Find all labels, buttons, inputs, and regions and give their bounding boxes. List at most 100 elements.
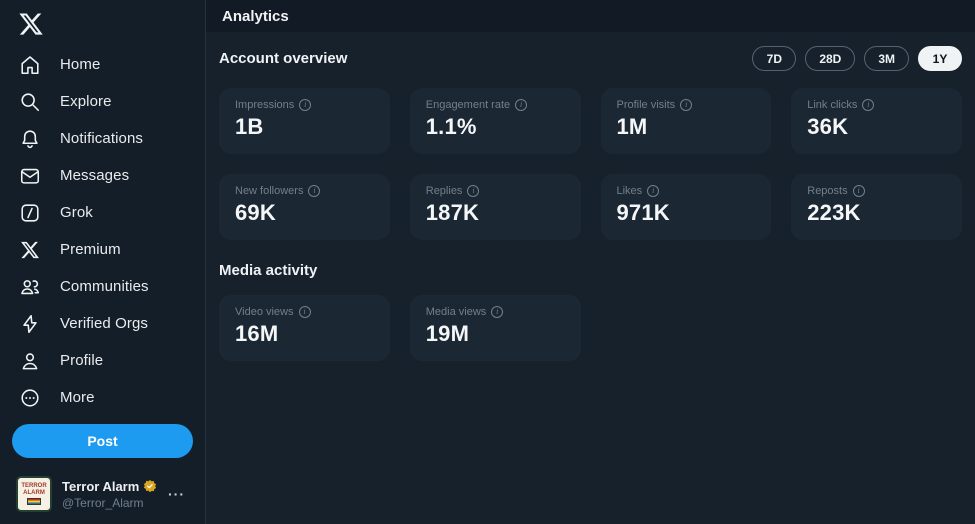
- stat-label: Impressions: [235, 99, 295, 111]
- info-icon: [308, 185, 321, 197]
- page-title: Analytics: [222, 7, 289, 25]
- sidebar-item-label: Profile: [60, 352, 104, 369]
- info-icon: [680, 99, 693, 111]
- range-1y-button[interactable]: 1Y: [918, 46, 962, 71]
- stat-value: 1M: [616, 114, 648, 139]
- stat-value: 1B: [235, 114, 264, 139]
- stat-value: 69K: [235, 200, 276, 225]
- sidebar-item-home[interactable]: Home: [10, 46, 195, 83]
- grok-icon: [18, 201, 42, 225]
- zap-icon: [18, 312, 42, 336]
- sidebar-item-premium[interactable]: Premium: [10, 231, 195, 268]
- sidebar-item-label: Communities: [60, 278, 149, 295]
- sidebar-item-explore[interactable]: Explore: [10, 83, 195, 120]
- stat-value: 16M: [235, 321, 279, 346]
- sidebar-item-label: Home: [60, 56, 101, 73]
- avatar-text: TERROR ALARM: [21, 483, 47, 496]
- info-icon: [647, 185, 660, 197]
- stat-card-link-clicks[interactable]: Link clicks 36K: [791, 88, 962, 154]
- home-icon: [18, 53, 42, 77]
- sidebar-item-label: Premium: [60, 241, 121, 258]
- sidebar-item-label: Notifications: [60, 130, 144, 147]
- stat-card-engagement-rate[interactable]: Engagement rate 1.1%: [409, 88, 581, 154]
- stat-value: 971K: [616, 200, 670, 225]
- person-icon: [18, 349, 42, 373]
- account-name: Terror Alarm: [62, 478, 140, 494]
- analytics-content: Account overview 7D 28D 3M 1Y Impression…: [206, 32, 975, 361]
- main-content: Analytics Account overview 7D 28D 3M 1Y …: [206, 0, 975, 524]
- grid-spacer: [791, 295, 962, 361]
- account-overview-cards-row-1: Impressions 1B Engagement rate 1.1% Prof…: [219, 88, 962, 154]
- stat-value: 1.1%: [425, 114, 477, 139]
- info-icon: [515, 99, 528, 111]
- info-icon: [299, 99, 312, 111]
- sidebar-nav: Home Explore Notifications Messages Grok: [10, 46, 195, 416]
- stat-card-profile-visits[interactable]: Profile visits 1M: [600, 88, 772, 154]
- sidebar-item-verified-orgs[interactable]: Verified Orgs: [10, 305, 195, 342]
- grid-spacer: [601, 295, 772, 361]
- media-activity-title: Media activity: [219, 262, 318, 279]
- topbar: Analytics: [206, 0, 975, 32]
- stat-card-impressions[interactable]: Impressions 1B: [219, 88, 390, 154]
- stat-value: 187K: [425, 200, 480, 225]
- stat-card-reposts[interactable]: Reposts 223K: [791, 174, 962, 240]
- sidebar-item-profile[interactable]: Profile: [10, 342, 195, 379]
- stat-label: Profile visits: [616, 99, 676, 111]
- stat-label: Engagement rate: [425, 99, 511, 111]
- info-icon: [467, 185, 480, 197]
- avatar-flag: [27, 498, 41, 505]
- sidebar-item-label: Messages: [60, 167, 130, 184]
- stat-card-replies[interactable]: Replies 187K: [409, 174, 581, 240]
- account-handle: @Terror_Alarm: [62, 495, 144, 510]
- account-meta: Terror Alarm @Terror_Alarm: [62, 479, 157, 510]
- sidebar-item-more[interactable]: More: [10, 379, 195, 416]
- sidebar-item-label: More: [60, 389, 95, 406]
- stat-card-video-views[interactable]: Video views 16M: [219, 295, 390, 361]
- sidebar-item-label: Grok: [60, 204, 93, 221]
- people-icon: [18, 275, 42, 299]
- x-premium-icon: [18, 238, 42, 262]
- bell-icon: [18, 127, 42, 151]
- media-activity-header: Media activity: [219, 262, 962, 279]
- stat-card-likes[interactable]: Likes 971K: [600, 174, 772, 240]
- media-activity-cards-row: Video views 16M Media views 19M: [219, 295, 962, 361]
- range-28d-button[interactable]: 28D: [805, 46, 856, 71]
- sidebar-item-label: Explore: [60, 93, 112, 110]
- stat-label: Media views: [425, 306, 487, 318]
- stat-label: Video views: [235, 306, 294, 318]
- account-switcher[interactable]: TERROR ALARM Terror Alarm @Terror_Alarm …: [10, 470, 195, 516]
- envelope-icon: [18, 164, 42, 188]
- stat-label: Reposts: [807, 185, 848, 197]
- sidebar-item-notifications[interactable]: Notifications: [10, 120, 195, 157]
- info-icon: [862, 99, 875, 111]
- account-overview-title: Account overview: [219, 50, 348, 67]
- stat-label: Replies: [425, 185, 463, 197]
- info-icon: [298, 306, 311, 318]
- range-3m-button[interactable]: 3M: [864, 46, 909, 71]
- stat-card-media-views[interactable]: Media views 19M: [409, 295, 581, 361]
- ellipsis-icon[interactable]: ···: [168, 486, 185, 502]
- account-overview-header: Account overview 7D 28D 3M 1Y: [219, 46, 962, 71]
- stat-value: 19M: [425, 321, 470, 346]
- info-icon: [852, 185, 865, 197]
- sidebar-item-messages[interactable]: Messages: [10, 157, 195, 194]
- avatar: TERROR ALARM: [16, 476, 52, 512]
- range-7d-button[interactable]: 7D: [752, 46, 797, 71]
- sidebar-item-grok[interactable]: Grok: [10, 194, 195, 231]
- search-icon: [18, 90, 42, 114]
- stat-card-new-followers[interactable]: New followers 69K: [219, 174, 390, 240]
- x-logo-icon: [18, 11, 44, 42]
- post-button[interactable]: Post: [12, 424, 193, 458]
- info-icon: [491, 306, 504, 318]
- gold-verified-badge: [143, 479, 157, 493]
- x-logo-button[interactable]: [10, 6, 50, 46]
- more-circle-icon: [18, 386, 42, 410]
- stat-value: 223K: [807, 200, 861, 225]
- sidebar: Home Explore Notifications Messages Grok: [0, 0, 206, 524]
- account-overview-cards-row-2: New followers 69K Replies 187K Likes 971…: [219, 174, 962, 240]
- date-range-selector: 7D 28D 3M 1Y: [752, 46, 962, 71]
- stat-label: Link clicks: [807, 99, 858, 111]
- sidebar-item-label: Verified Orgs: [60, 315, 149, 332]
- stat-label: Likes: [616, 185, 643, 197]
- sidebar-item-communities[interactable]: Communities: [10, 268, 195, 305]
